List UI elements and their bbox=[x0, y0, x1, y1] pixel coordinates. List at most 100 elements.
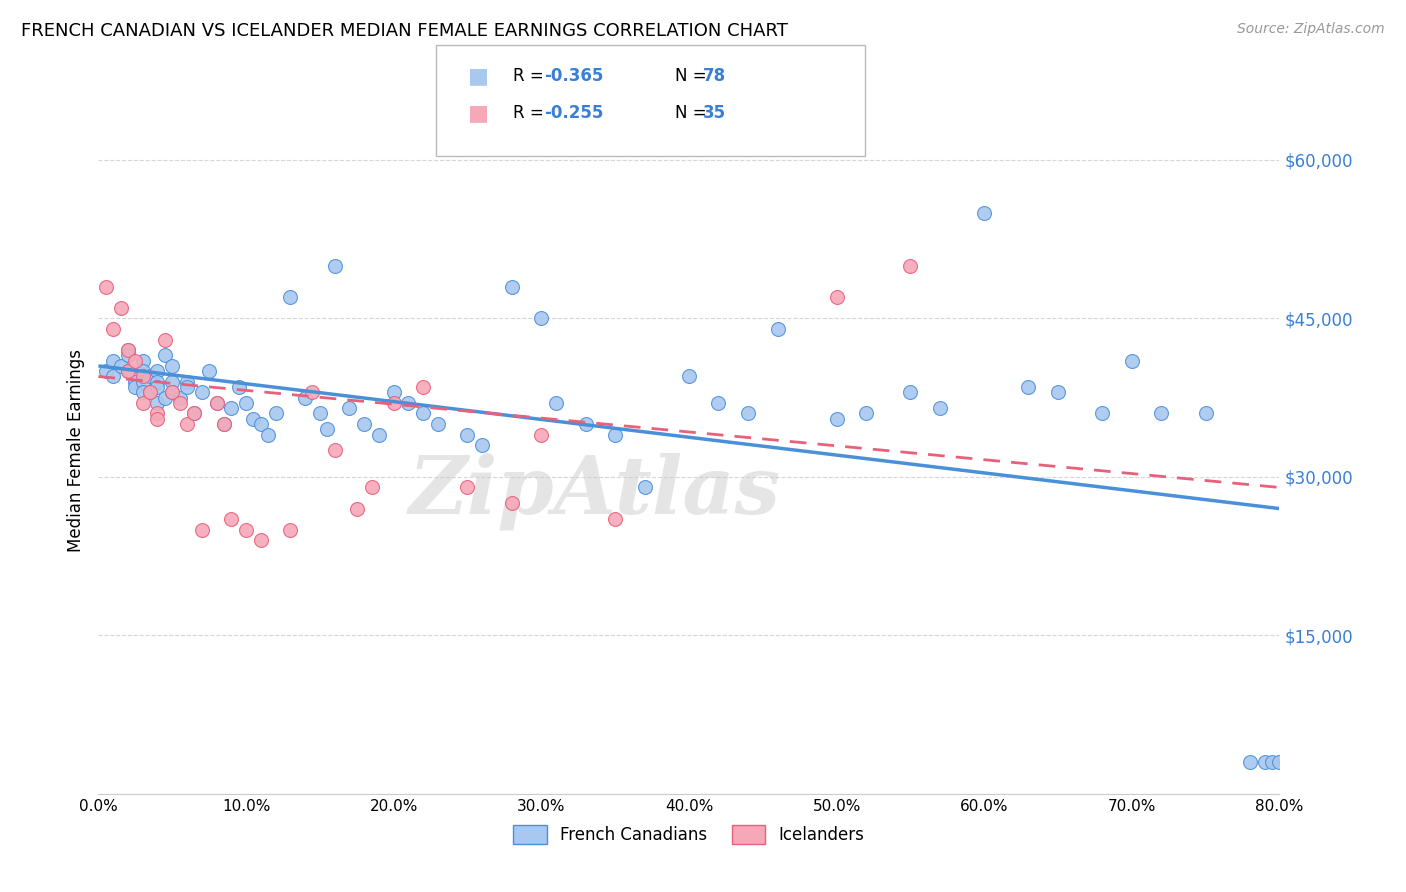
Point bbox=[176, 417, 198, 431]
Text: -0.255: -0.255 bbox=[544, 104, 603, 122]
Point bbox=[323, 259, 346, 273]
Point bbox=[132, 353, 155, 368]
Point bbox=[301, 385, 323, 400]
Point bbox=[117, 343, 139, 357]
Text: R =: R = bbox=[513, 104, 550, 122]
Point bbox=[316, 422, 339, 436]
Point bbox=[1195, 407, 1218, 421]
Point bbox=[169, 396, 191, 410]
Point bbox=[530, 311, 553, 326]
Point bbox=[546, 396, 568, 410]
Point bbox=[212, 417, 235, 431]
Point bbox=[280, 290, 302, 304]
Point bbox=[228, 380, 250, 394]
Point bbox=[205, 396, 228, 410]
Point bbox=[124, 375, 146, 389]
Point bbox=[198, 364, 221, 378]
Point bbox=[1121, 353, 1143, 368]
Point bbox=[825, 290, 848, 304]
Point bbox=[153, 391, 176, 405]
Point bbox=[280, 523, 302, 537]
Point bbox=[346, 501, 368, 516]
Point bbox=[471, 438, 494, 452]
Point bbox=[257, 427, 280, 442]
Point bbox=[605, 512, 627, 526]
Point bbox=[153, 333, 176, 347]
Point bbox=[162, 375, 183, 389]
Point bbox=[323, 443, 346, 458]
Point bbox=[146, 411, 169, 425]
Point bbox=[117, 348, 139, 362]
Point bbox=[339, 401, 361, 416]
Point bbox=[146, 396, 169, 410]
Point bbox=[929, 401, 952, 416]
Point bbox=[1150, 407, 1173, 421]
Point bbox=[900, 385, 922, 400]
Point bbox=[153, 348, 176, 362]
Point bbox=[1261, 755, 1284, 769]
Point bbox=[457, 427, 479, 442]
Point bbox=[264, 407, 287, 421]
Point bbox=[162, 359, 183, 373]
Point bbox=[634, 480, 657, 494]
Point bbox=[221, 401, 243, 416]
Point bbox=[176, 375, 198, 389]
Point bbox=[605, 427, 627, 442]
Point bbox=[235, 523, 257, 537]
Text: ZipAtlas: ZipAtlas bbox=[409, 453, 780, 531]
Y-axis label: Median Female Earnings: Median Female Earnings bbox=[66, 349, 84, 552]
Point bbox=[825, 411, 848, 425]
Point bbox=[678, 369, 700, 384]
Point bbox=[242, 411, 264, 425]
Point bbox=[1046, 385, 1070, 400]
Text: 78: 78 bbox=[703, 67, 725, 85]
Point bbox=[124, 353, 146, 368]
Point bbox=[501, 496, 523, 510]
Point bbox=[250, 533, 273, 548]
Text: ■: ■ bbox=[468, 103, 489, 123]
Text: -0.365: -0.365 bbox=[544, 67, 603, 85]
Point bbox=[132, 396, 155, 410]
Point bbox=[250, 417, 273, 431]
Point bbox=[235, 396, 257, 410]
Point bbox=[205, 396, 228, 410]
Point bbox=[94, 279, 117, 293]
Point bbox=[766, 322, 789, 336]
Point bbox=[412, 380, 434, 394]
Point bbox=[132, 385, 155, 400]
Point bbox=[191, 523, 214, 537]
Point bbox=[398, 396, 420, 410]
Point bbox=[1091, 407, 1114, 421]
Point bbox=[973, 205, 995, 219]
Point bbox=[117, 343, 139, 357]
Point bbox=[360, 480, 382, 494]
Point bbox=[183, 407, 205, 421]
Point bbox=[103, 353, 125, 368]
Point bbox=[1254, 755, 1277, 769]
Point bbox=[412, 407, 434, 421]
Point bbox=[900, 259, 922, 273]
Point bbox=[855, 407, 877, 421]
Text: Source: ZipAtlas.com: Source: ZipAtlas.com bbox=[1237, 22, 1385, 37]
Point bbox=[132, 375, 155, 389]
Text: N =: N = bbox=[675, 67, 711, 85]
Text: N =: N = bbox=[675, 104, 711, 122]
Point bbox=[457, 480, 479, 494]
Point bbox=[368, 427, 391, 442]
Point bbox=[737, 407, 759, 421]
Point bbox=[132, 369, 155, 384]
Point bbox=[382, 396, 405, 410]
Point bbox=[382, 385, 405, 400]
Point bbox=[103, 322, 125, 336]
Point bbox=[139, 385, 162, 400]
Text: 35: 35 bbox=[703, 104, 725, 122]
Point bbox=[212, 417, 235, 431]
Point bbox=[110, 301, 132, 315]
Point bbox=[146, 375, 169, 389]
Point bbox=[501, 279, 523, 293]
Point bbox=[139, 385, 162, 400]
Point bbox=[309, 407, 332, 421]
Text: FRENCH CANADIAN VS ICELANDER MEDIAN FEMALE EARNINGS CORRELATION CHART: FRENCH CANADIAN VS ICELANDER MEDIAN FEMA… bbox=[21, 22, 787, 40]
Point bbox=[146, 380, 169, 394]
Point bbox=[191, 385, 214, 400]
